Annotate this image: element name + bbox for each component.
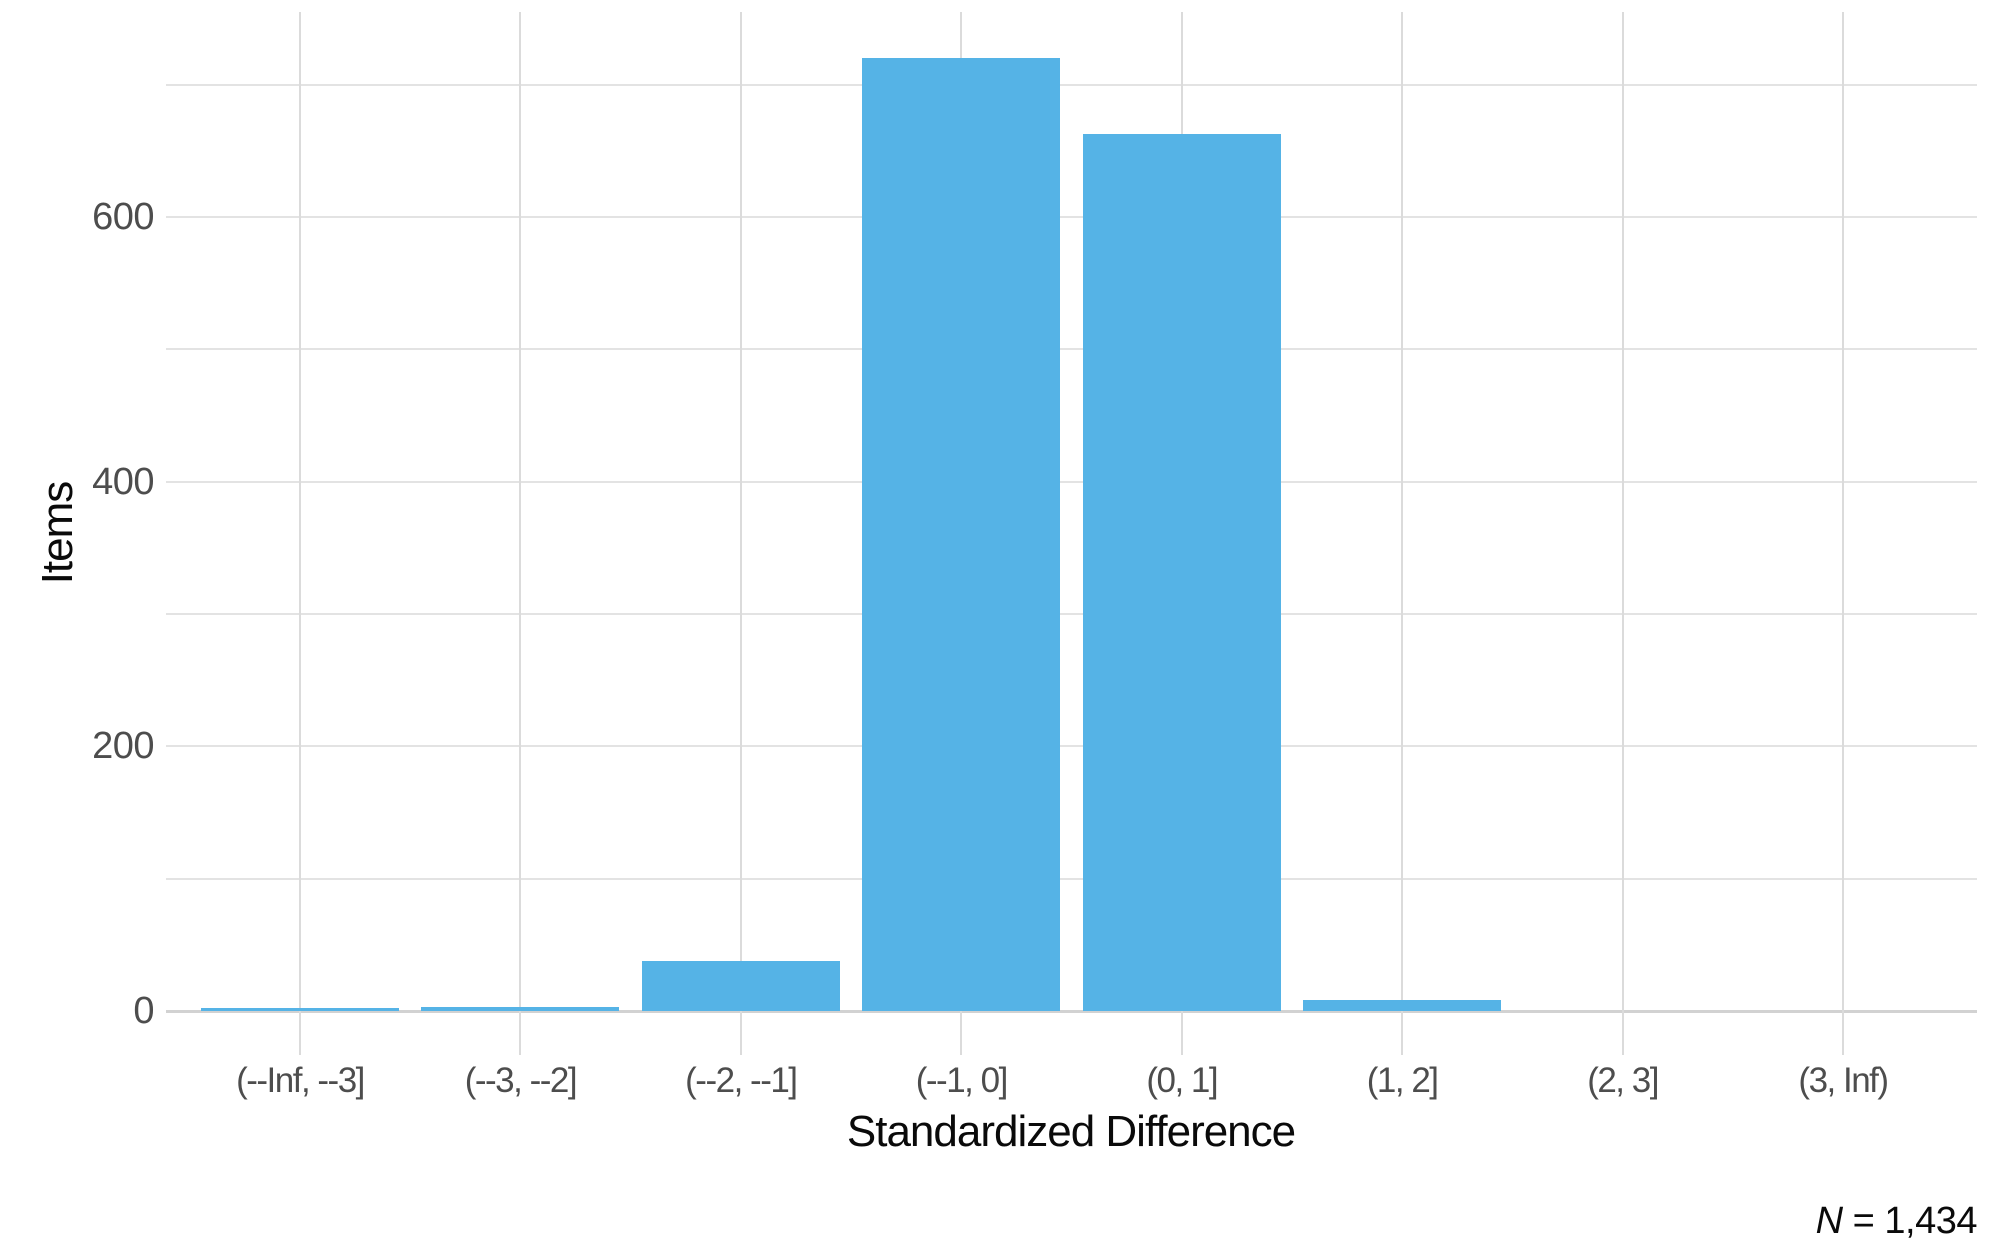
n-symbol: N	[1815, 1200, 1843, 1242]
vertical-gridline	[1621, 12, 1624, 1055]
bar	[641, 960, 840, 1011]
vertical-gridline	[519, 12, 522, 1055]
bar	[201, 1008, 399, 1011]
y-tick-label: 600	[92, 196, 154, 239]
bar	[421, 1007, 620, 1011]
bar	[1082, 133, 1281, 1011]
x-tick-label: (--2, --1]	[685, 1061, 798, 1100]
horizontal-gridline	[166, 480, 1977, 483]
x-tick-label: (--3, --2]	[464, 1061, 578, 1100]
y-tick-label: 200	[92, 725, 154, 768]
horizontal-gridline	[166, 216, 1977, 219]
x-axis-baseline	[166, 1010, 1977, 1013]
x-tick-label: (--1, 0]	[915, 1061, 1009, 1100]
x-tick-label: (0, 1]	[1146, 1061, 1218, 1100]
x-tick-label: (--Inf, --3]	[236, 1061, 365, 1100]
n-value	[1843, 1200, 1853, 1242]
sample-size-note: N = 1,434	[1815, 1196, 1978, 1245]
horizontal-gridline	[166, 745, 1977, 748]
n-text: = 1,434	[1852, 1200, 1978, 1242]
horizontal-gridline	[166, 877, 1977, 880]
y-axis-title: Items	[33, 481, 82, 585]
x-axis-title: Standardized Difference	[846, 1107, 1296, 1156]
vertical-gridline	[739, 12, 742, 1055]
bar	[862, 58, 1061, 1011]
horizontal-gridline	[166, 348, 1977, 351]
x-tick-label: (3, Inf)	[1798, 1061, 1889, 1100]
vertical-gridline	[299, 12, 301, 1055]
y-tick-label: 400	[92, 460, 154, 503]
x-tick-label: (2, 3]	[1587, 1061, 1659, 1100]
horizontal-gridline	[166, 83, 1977, 86]
vertical-gridline	[1842, 12, 1844, 1055]
vertical-gridline	[1401, 12, 1404, 1055]
bar	[1303, 1000, 1502, 1011]
horizontal-gridline	[166, 613, 1977, 615]
x-tick-label: (1, 2]	[1366, 1061, 1439, 1100]
y-tick-label: 0	[133, 990, 154, 1032]
plot-panel	[166, 12, 1977, 1055]
